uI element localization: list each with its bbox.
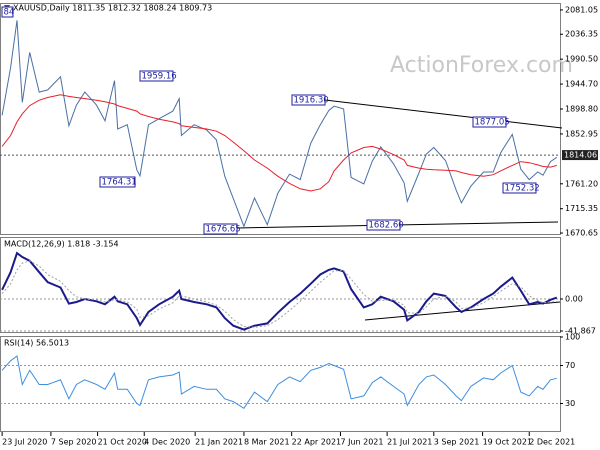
x-tick-label: 8 Mar 2021 [244,438,290,447]
macd-title: MACD(12,26,9) 1.818 -3.154 [4,240,119,249]
y-tick-label: 1898.80 [565,105,598,114]
price-panel [0,3,561,235]
y-tick-label: 1990.50 [565,55,598,64]
x-tick-label: 7 Sep 2020 [51,438,97,447]
x-tick-label: 21 Jul 2021 [387,438,432,447]
rsi-panel [0,336,561,432]
y-tick-label: 100 [565,333,580,342]
x-tick-label: 4 Dec 2020 [144,438,190,447]
annotation: 1877.05 [475,118,510,128]
x-tick-label: 21 Jan 2021 [195,438,243,447]
annotation-box [99,176,136,188]
series-line [1,20,558,228]
y-tick-label: 1852.95 [565,129,598,138]
y-tick-label: 1715.35 [565,204,598,213]
annotation-box [472,116,507,128]
y-tick-label: 2036.35 [565,30,598,39]
annotation-box [291,94,326,106]
annotation-box [366,219,401,231]
x-tick-label: 22 Apr 2021 [292,438,341,447]
y-tick-label: -41.867 [565,326,596,335]
annotation: 1752.32 [505,184,540,194]
y-tick-label: 30 [565,399,575,408]
price-title: XAUUSD,Daily 1811.35 1812.32 1808.24 180… [13,4,212,13]
annotation: 1676.65 [206,225,241,235]
last-price-box [562,150,598,161]
trend-line [324,99,563,129]
annotation-box [502,182,537,194]
annotation: 1682.60 [369,221,404,231]
series-line [1,355,557,409]
annotation: 1916.30 [294,96,329,106]
y-tick-label: 1670.65 [565,229,598,238]
annotation: 84 [4,8,15,18]
x-tick-label: 23 Jul 2020 [2,438,47,447]
x-tick-label: 2 Dec 2021 [529,438,575,447]
y-tick-label: 2081.05 [565,5,598,14]
annotation-box [139,70,174,82]
x-tick-label: 21 Oct 2020 [98,438,147,447]
y-tick-label: 0.00 [565,294,583,303]
y-tick-label: 1761.20 [565,179,598,188]
series-line [1,94,557,192]
macd-panel [0,237,561,333]
rsi-title: RSI(14) 56.5013 [4,339,69,348]
y-tick-label: 70 [565,361,575,370]
x-tick-label: 19 Oct 2021 [483,438,532,447]
annotation: 1764.31 [102,178,137,188]
annotation-box [1,6,14,18]
x-tick-label: 7 Jun 2021 [340,438,383,447]
series-line [1,260,557,328]
annotation-box [203,223,238,235]
last-price-label: 1814.06 [564,151,597,160]
y-tick-label: 1944.70 [565,80,598,89]
watermark: ActionForex.com [390,53,573,78]
x-tick-label: 3 Sep 2021 [434,438,480,447]
annotation: 1959.16 [142,72,177,82]
